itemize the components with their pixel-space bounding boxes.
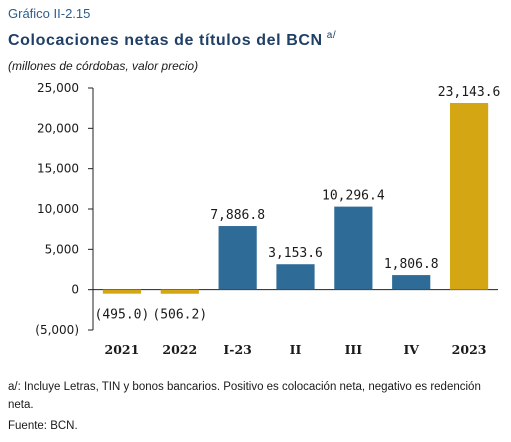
data-label: (495.0) — [95, 308, 150, 323]
chart-title: Colocaciones netas de títulos del BCN a/ — [8, 30, 336, 50]
bar-iii — [334, 206, 373, 290]
chart-subtitle: (millones de córdobas, valor precio) — [8, 59, 199, 73]
x-tick-label: I-23 — [223, 342, 251, 357]
x-tick-label: IV — [403, 342, 419, 357]
bar-2023 — [449, 102, 489, 290]
y-tick-label: (5,000) — [35, 323, 79, 337]
x-tick-label: 2023 — [452, 342, 487, 357]
data-label: 3,153.6 — [268, 246, 323, 261]
figure-number: Gráfico II-2.15 — [8, 6, 91, 21]
data-label: 7,886.8 — [210, 208, 265, 223]
title-note-marker: a/ — [326, 30, 337, 41]
x-tick-label: 2022 — [162, 342, 197, 357]
y-tick-label: 5,000 — [45, 242, 79, 256]
bar-ii — [276, 264, 315, 290]
y-tick-label: 15,000 — [37, 162, 79, 176]
data-label: 1,806.8 — [384, 257, 439, 272]
footnote: a/: Incluye Letras, TIN y bonos bancario… — [8, 381, 481, 411]
bar-chart: 25,000 20,000 15,000 10,000 5,000 0 (5,000) 202… — [35, 81, 501, 357]
bar-2021 — [102, 289, 142, 294]
y-tick-label: 10,000 — [37, 202, 79, 216]
y-tick-label: 0 — [71, 283, 79, 297]
source-note: Fuente: BCN. — [8, 420, 78, 432]
bar-iv — [392, 275, 431, 290]
y-tick-label: 25,000 — [37, 81, 79, 95]
x-tick-label: II — [290, 342, 302, 357]
data-label: (506.2) — [152, 308, 207, 323]
data-labels: (495.0) (506.2) 7,886.8 3,153.6 10,296.4 1,80… — [95, 85, 501, 323]
x-tick-label: 2021 — [105, 342, 140, 357]
y-tick-label: 20,000 — [37, 121, 79, 135]
bars — [102, 102, 489, 294]
x-tick-label: III — [345, 342, 363, 357]
bar-i-23 — [218, 226, 257, 290]
axes: 25,000 20,000 15,000 10,000 5,000 0 (5,000) 202… — [35, 81, 498, 357]
chart-title-text: Colocaciones netas de títulos del BCN — [8, 32, 323, 49]
data-label: 10,296.4 — [322, 189, 385, 204]
bar-2022 — [160, 289, 199, 294]
data-label: 23,143.6 — [438, 85, 501, 100]
